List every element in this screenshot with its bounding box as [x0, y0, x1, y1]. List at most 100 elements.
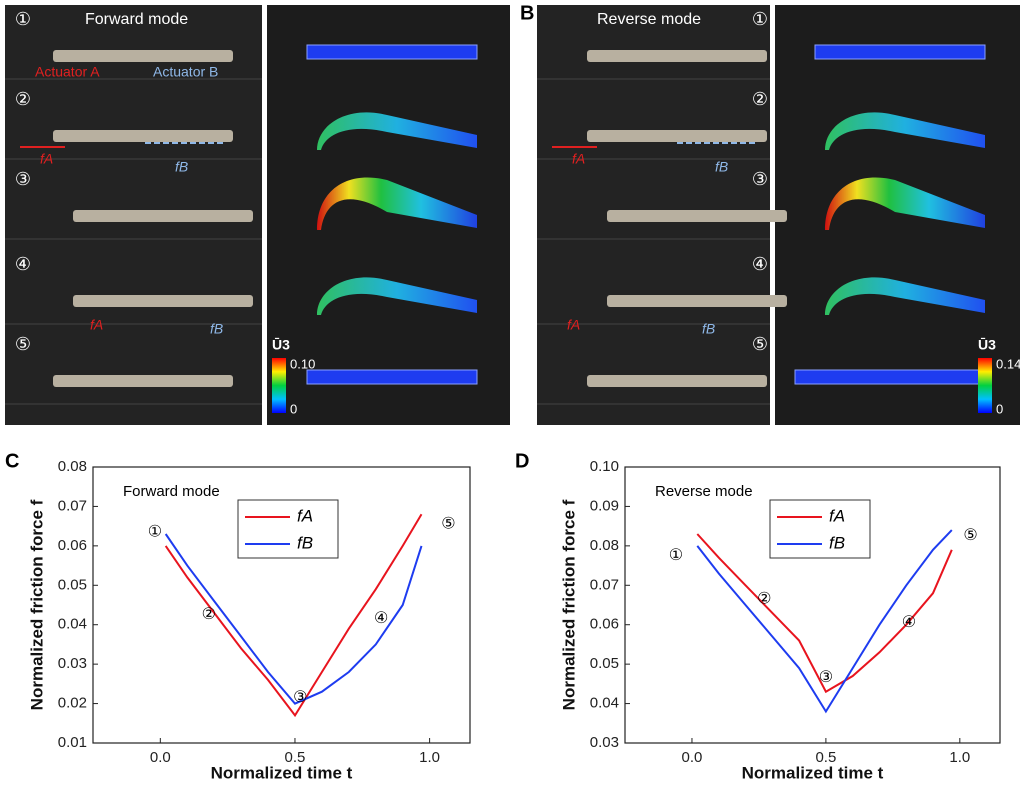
annotation: ④ — [902, 614, 916, 631]
y-tick-label: 0.07 — [58, 497, 87, 514]
step-number: ② — [752, 89, 768, 109]
x-tick-label: 0.0 — [682, 749, 703, 766]
y-tick-label: 0.06 — [58, 537, 87, 554]
sim-beam — [317, 177, 477, 230]
mode-label: Reverse mode — [597, 11, 701, 28]
step-number: ⑤ — [15, 334, 31, 354]
sim-beam — [825, 112, 985, 150]
y-tick-label: 0.01 — [58, 734, 87, 751]
robot-strip — [73, 210, 253, 222]
sim-beam — [306, 44, 478, 60]
annotation: ④ — [374, 610, 388, 627]
force-label: fB — [175, 159, 188, 175]
sim-beam — [794, 369, 986, 385]
robot-shadow — [5, 78, 262, 80]
legend-label: fB — [829, 533, 845, 552]
force-label: fB — [702, 321, 715, 337]
y-tick-label: 0.08 — [58, 458, 87, 475]
legend-box — [769, 499, 871, 559]
y-tick-label: 0.09 — [590, 497, 619, 514]
y-tick-label: 0.04 — [58, 616, 87, 633]
robot-strip — [587, 375, 767, 387]
y-axis-label: Normalized friction force f — [27, 499, 46, 710]
y-tick-label: 0.10 — [590, 458, 619, 475]
colorbar-min: 0 — [996, 401, 1003, 416]
colorbar — [272, 358, 286, 413]
annotation: ② — [202, 606, 216, 623]
force-label: fA — [572, 151, 585, 167]
y-axis-label: Normalized friction force f — [559, 499, 578, 710]
y-tick-label: 0.06 — [590, 616, 619, 633]
series-line — [164, 513, 423, 718]
colorbar — [978, 358, 992, 413]
colorbar-min: 0 — [290, 401, 297, 416]
series-line — [696, 529, 953, 714]
step-number: ③ — [752, 169, 768, 189]
step-number: ④ — [15, 254, 31, 274]
y-tick-label: 0.04 — [590, 695, 619, 712]
robot-shadow — [537, 78, 770, 80]
legend-label: fA — [829, 506, 845, 525]
series-line — [696, 533, 953, 694]
robot-strip — [53, 50, 233, 62]
annotation: ① — [669, 547, 683, 564]
panel-label: B — [520, 2, 534, 24]
y-tick-label: 0.03 — [590, 734, 619, 751]
step-number: ⑤ — [752, 334, 768, 354]
sim-beam — [317, 277, 477, 315]
robot-strip — [587, 130, 767, 142]
sim-beam — [814, 44, 986, 60]
step-number: ① — [752, 9, 768, 29]
force-label: fB — [210, 321, 223, 337]
annotation: ② — [757, 590, 771, 607]
colorbar-max: 0.10 — [290, 356, 315, 371]
force-label: fA — [567, 317, 580, 333]
robot-shadow — [537, 158, 770, 160]
force-label: fA — [90, 317, 103, 333]
robot-shadow — [5, 238, 262, 240]
sim-beam — [306, 369, 478, 385]
actuator-label: Actuator A — [35, 64, 100, 80]
force-label: fB — [715, 159, 728, 175]
robot-shadow — [537, 403, 770, 405]
y-tick-label: 0.08 — [590, 537, 619, 554]
chart-title: Reverse mode — [655, 483, 753, 500]
robot-shadow — [537, 323, 770, 325]
robot-shadow — [537, 238, 770, 240]
force-label: fA — [40, 151, 53, 167]
plot-frame — [92, 466, 471, 744]
robot-strip — [53, 375, 233, 387]
x-axis-label: Normalized time t — [742, 763, 884, 782]
step-number: ② — [15, 89, 31, 109]
x-tick-label: 1.0 — [419, 749, 440, 766]
annotation: ③ — [293, 689, 307, 706]
panel-label: D — [515, 450, 529, 472]
x-tick-label: 0.5 — [285, 749, 306, 766]
legend-box — [237, 499, 339, 559]
robot-strip — [607, 295, 787, 307]
y-tick-label: 0.07 — [590, 576, 619, 593]
y-tick-label: 0.05 — [58, 576, 87, 593]
panel-label: C — [5, 450, 19, 472]
colorbar-label: Ū3 — [272, 337, 290, 353]
annotation: ⑤ — [963, 527, 977, 544]
sim-beam — [825, 277, 985, 315]
y-tick-label: 0.02 — [58, 695, 87, 712]
robot-strip — [587, 50, 767, 62]
x-tick-label: 1.0 — [949, 749, 970, 766]
robot-strip — [73, 295, 253, 307]
step-number: ④ — [752, 254, 768, 274]
colorbar-label: Ū3 — [978, 337, 996, 353]
robot-strip — [53, 130, 233, 142]
annotation: ③ — [819, 669, 833, 686]
mode-label: Forward mode — [85, 11, 188, 28]
chart-title: Forward mode — [123, 483, 220, 500]
colorbar-max: 0.14 — [996, 356, 1021, 371]
actuator-label: Actuator B — [153, 64, 218, 80]
plot-frame — [624, 466, 1001, 744]
robot-strip — [607, 210, 787, 222]
legend-label: fA — [297, 506, 313, 525]
sim-beam — [317, 112, 477, 150]
robot-shadow — [5, 323, 262, 325]
